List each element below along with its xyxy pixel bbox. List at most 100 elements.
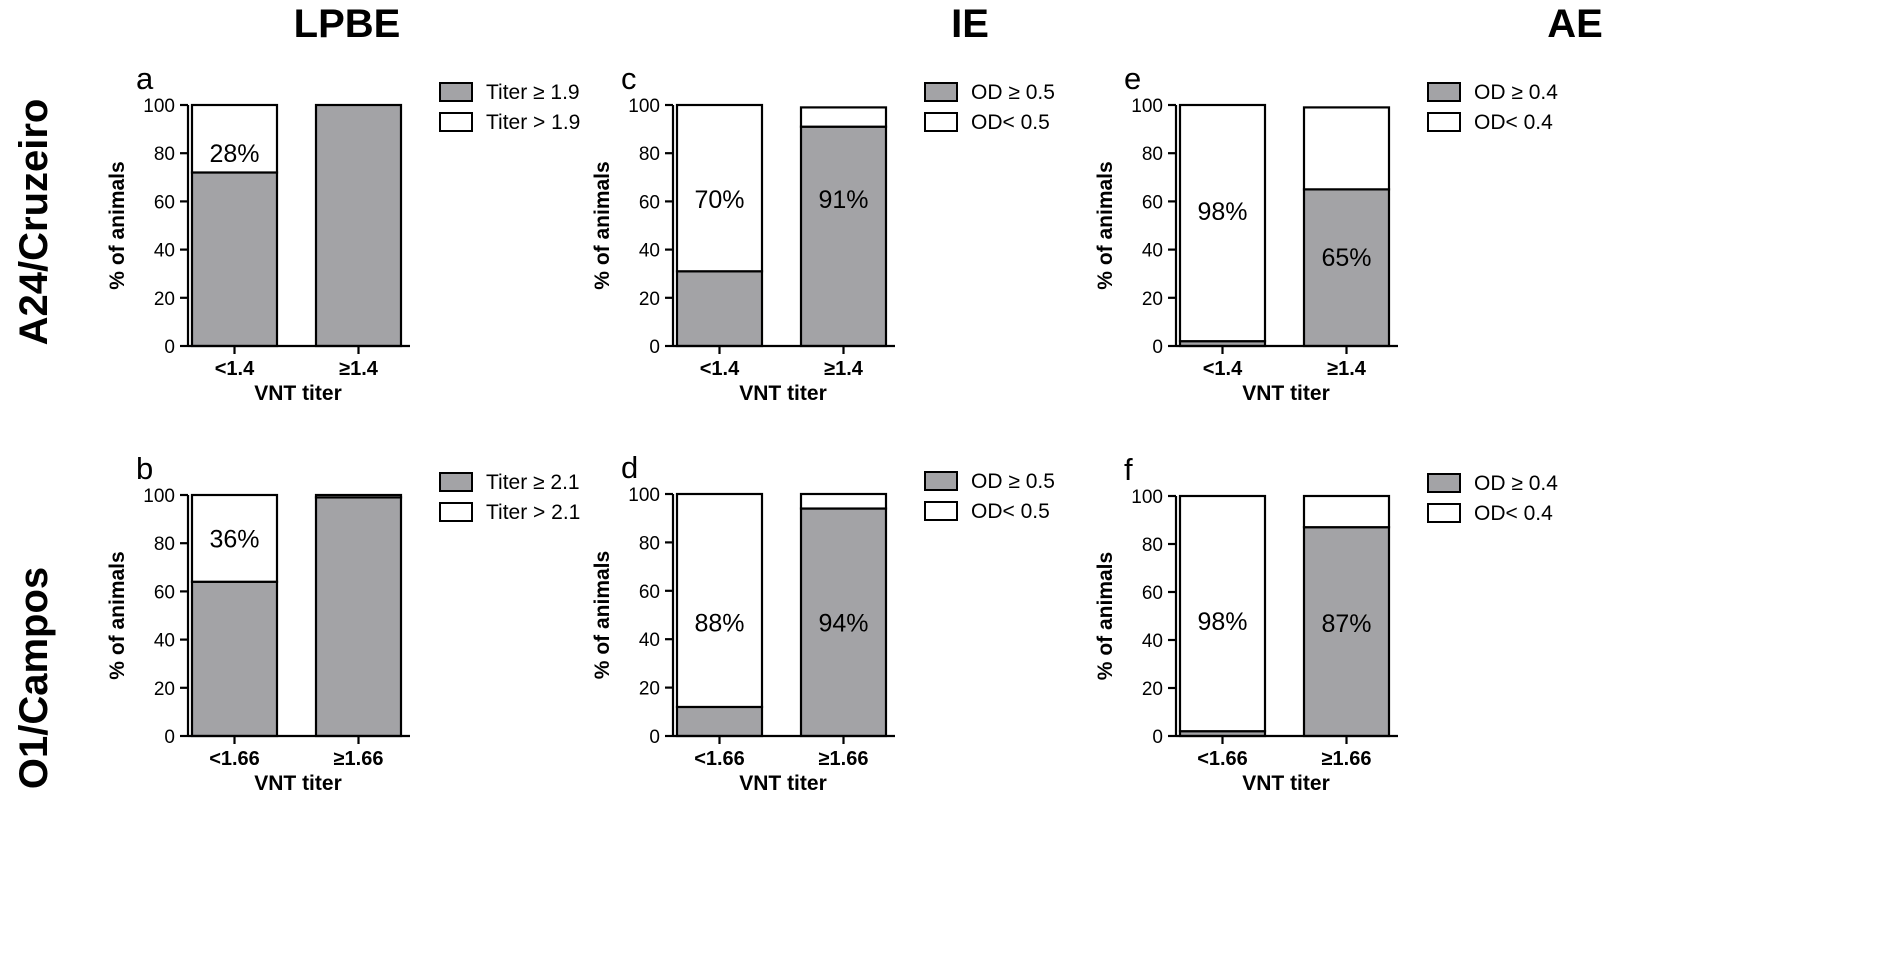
panel-letter-e: e — [1124, 61, 1141, 96]
y-tick-label-d-40: 40 — [639, 630, 660, 651]
x-tick-label-f-0: <1.66 — [1197, 748, 1248, 770]
y-axis-title-d: % of animals — [591, 551, 614, 679]
x-tick-label-c-0: <1.4 — [700, 358, 740, 380]
y-tick-label-d-0: 0 — [649, 727, 660, 748]
bar-e-1-negative — [1302, 106, 1391, 191]
bar-d-0-negative — [675, 492, 764, 709]
panel-letter-c: c — [621, 61, 637, 96]
y-tick-label-a-80: 80 — [154, 144, 175, 165]
x-axis-title-c: VNT titer — [739, 382, 827, 405]
x-tick-label-a-1: ≥1.4 — [339, 358, 379, 380]
legend-label-d-1: OD< 0.5 — [971, 500, 1050, 523]
x-tick-label-f-1: ≥1.66 — [1322, 748, 1372, 770]
legend-label-a-0: Titer ≥ 1.9 — [486, 81, 580, 104]
y-tick-label-e-0: 0 — [1152, 337, 1163, 358]
legend-label-c-1: OD< 0.5 — [971, 111, 1050, 134]
legend-label-e-0: OD ≥ 0.4 — [1474, 81, 1558, 104]
x-axis-title-a: VNT titer — [254, 382, 342, 405]
y-tick-label-a-100: 100 — [143, 96, 175, 117]
bar-b-1-negative — [314, 493, 403, 499]
bar-f-0-negative — [1178, 494, 1267, 733]
legend-swatch-f-0 — [1427, 473, 1461, 493]
legend-label-b-0: Titer ≥ 2.1 — [486, 471, 580, 494]
y-tick-label-b-20: 20 — [154, 679, 175, 700]
legend-label-b-1: Titer > 2.1 — [486, 501, 580, 524]
y-tick-label-c-60: 60 — [639, 192, 660, 213]
percent-label-b-0: 36% — [209, 525, 259, 553]
y-axis-title-e: % of animals — [1094, 161, 1117, 289]
percent-label-c-0: 70% — [694, 186, 744, 214]
y-tick-label-c-0: 0 — [649, 337, 660, 358]
bar-f-1-positive — [1302, 526, 1391, 738]
y-tick-label-e-20: 20 — [1142, 289, 1163, 310]
y-tick-label-e-80: 80 — [1142, 144, 1163, 165]
y-axis-title-b: % of animals — [106, 551, 129, 679]
x-tick-label-e-1: ≥1.4 — [1327, 358, 1367, 380]
y-tick-label-f-60: 60 — [1142, 583, 1163, 604]
legend-label-e-1: OD< 0.4 — [1474, 111, 1553, 134]
x-tick-label-b-1: ≥1.66 — [334, 748, 384, 770]
y-axis-title-f: % of animals — [1094, 552, 1117, 680]
x-axis-title-e: VNT titer — [1242, 382, 1330, 405]
x-axis-title-f: VNT titer — [1242, 772, 1330, 795]
x-tick-label-a-0: <1.4 — [215, 358, 255, 380]
panel-letter-d: d — [621, 450, 638, 485]
bar-a-0-positive — [190, 171, 279, 348]
y-tick-label-e-40: 40 — [1142, 241, 1163, 262]
panel-letter-a: a — [136, 61, 154, 96]
percent-label-e-0: 98% — [1197, 198, 1247, 226]
legend-swatch-c-1 — [924, 112, 958, 132]
legend-swatch-a-0 — [439, 82, 473, 102]
legend-swatch-f-1 — [1427, 503, 1461, 523]
percent-label-d-1: 94% — [818, 609, 868, 637]
legend-label-c-0: OD ≥ 0.5 — [971, 81, 1055, 104]
row-titles: A24/Cruzeiro O1/Campos — [12, 99, 56, 790]
bar-a-0-negative — [190, 103, 279, 174]
bar-c-1-positive — [799, 125, 888, 348]
column-title-lpbe: LPBE — [294, 2, 401, 46]
y-tick-label-d-60: 60 — [639, 582, 660, 603]
y-tick-label-e-60: 60 — [1142, 192, 1163, 213]
column-title-ie: IE — [951, 2, 989, 46]
y-tick-label-d-80: 80 — [639, 533, 660, 554]
percent-label-f-0: 98% — [1197, 608, 1247, 636]
y-axis-title-a: % of animals — [106, 161, 129, 289]
x-tick-label-d-0: <1.66 — [694, 748, 745, 770]
y-tick-label-a-0: 0 — [164, 337, 175, 358]
y-tick-label-f-100: 100 — [1131, 487, 1163, 508]
bar-c-0-negative — [675, 103, 764, 273]
chart-panel-a: a <1.4 ≥1.4 0 20 40 60 80 100 % of animals VNT tit… — [106, 61, 580, 405]
bar-a-1-positive — [314, 103, 403, 348]
bar-d-1-negative — [799, 492, 888, 510]
bar-c-1-negative — [799, 106, 888, 128]
y-tick-label-d-100: 100 — [628, 485, 660, 506]
y-axis-title-c: % of animals — [591, 161, 614, 289]
legend-label-f-1: OD< 0.4 — [1474, 502, 1553, 525]
y-tick-label-a-60: 60 — [154, 192, 175, 213]
column-titles: LPBE IE AE — [294, 2, 1603, 46]
bar-f-1-negative — [1302, 494, 1391, 529]
y-tick-label-b-80: 80 — [154, 534, 175, 555]
y-tick-label-f-40: 40 — [1142, 631, 1163, 652]
chart-panel-b: b <1.66 ≥1.66 0 20 40 60 80 100 % of animals VNT t… — [106, 451, 580, 795]
y-tick-label-a-20: 20 — [154, 289, 175, 310]
panel-letter-f: f — [1124, 452, 1133, 487]
legend-label-d-0: OD ≥ 0.5 — [971, 470, 1055, 493]
y-tick-label-c-40: 40 — [639, 241, 660, 262]
y-tick-label-a-40: 40 — [154, 241, 175, 262]
y-tick-label-b-0: 0 — [164, 727, 175, 748]
legend-swatch-b-0 — [439, 472, 473, 492]
percent-label-c-1: 91% — [818, 186, 868, 214]
y-tick-label-f-80: 80 — [1142, 535, 1163, 556]
legend-swatch-d-1 — [924, 501, 958, 521]
bar-e-0-negative — [1178, 103, 1267, 343]
legend-swatch-e-0 — [1427, 82, 1461, 102]
bar-d-0-positive — [675, 705, 764, 738]
y-tick-label-c-100: 100 — [628, 96, 660, 117]
x-axis-title-b: VNT titer — [254, 772, 342, 795]
y-tick-label-d-20: 20 — [639, 679, 660, 700]
bar-b-0-negative — [190, 493, 279, 583]
bar-d-1-positive — [799, 507, 888, 738]
chart-panel-e: e <1.4 ≥1.4 0 20 40 60 80 100 % of animals VNT tit… — [1094, 61, 1558, 405]
